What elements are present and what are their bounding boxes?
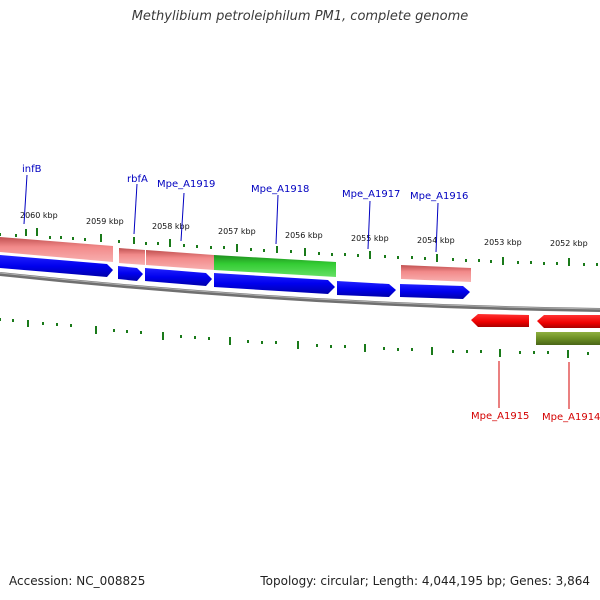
cds-arrow [337, 281, 396, 297]
tick-2053 [502, 257, 504, 265]
leader-line [435, 202, 439, 253]
scale-label: 2057 kbp [218, 227, 256, 236]
inner-scale-ticks [0, 318, 589, 358]
forward-gene-labels [23, 174, 439, 253]
cds-arrow [0, 255, 113, 277]
gene-label-Mpe_A1917: Mpe_A1917 [342, 189, 400, 200]
genome-summary-text: Topology: circular; Length: 4,044,195 bp… [260, 574, 590, 588]
scale-label: 2052 kbp [550, 239, 588, 248]
tick-2059 [100, 234, 102, 242]
tick-2054 [436, 254, 438, 262]
accession-text: Accession: NC_008825 [9, 574, 146, 588]
gene-label-Mpe_A1916: Mpe_A1916 [410, 191, 468, 202]
scale-label: 2056 kbp [285, 231, 323, 240]
scale-label: 2053 kbp [484, 238, 522, 247]
cds-arrow [400, 284, 470, 299]
gene-label-Mpe_A1915: Mpe_A1915 [471, 411, 529, 422]
leader-line [180, 192, 185, 242]
gene-infB-rna [0, 237, 113, 262]
reverse-gene-label-texts: Mpe_A1915 Mpe_A1914 [471, 411, 600, 423]
forward-cds [0, 255, 470, 299]
cds-arrow [145, 268, 212, 286]
scale-label: 2055 kbp [351, 234, 389, 243]
gene-rbfA-rna [119, 248, 145, 265]
forward-gene-label-texts: infB rbfA Mpe_A1919 Mpe_A1918 Mpe_A1917 … [22, 164, 468, 202]
scale-label: 2054 kbp [417, 236, 455, 245]
tick-2057 [236, 244, 238, 252]
genome-backbone-highlight [0, 272, 600, 310]
gene-Mpe_A1914-olive [536, 332, 600, 345]
gene-label-Mpe_A1919: Mpe_A1919 [157, 179, 215, 190]
gene-label-rbfA: rbfA [127, 174, 148, 185]
scale-label: 2059 kbp [86, 217, 124, 226]
gene-Mpe_A1914-cds [537, 315, 600, 328]
forward-features-upper [0, 237, 471, 282]
scale-label: 2058 kbp [152, 222, 190, 231]
tick-2060 [36, 228, 38, 236]
gene-Mpe_A1918-green [214, 255, 336, 277]
tick-2056 [304, 248, 306, 256]
leader-line [275, 194, 279, 245]
reverse-gene-labels [498, 361, 570, 409]
gene-label-Mpe_A1918: Mpe_A1918 [251, 184, 309, 195]
gene-Mpe_A1915-cds [471, 314, 529, 327]
leader-line [133, 183, 138, 235]
gene-Mpe_A1916-rna [401, 265, 471, 282]
tick-2052 [568, 258, 570, 266]
outer-scale-ticks [0, 228, 598, 266]
tick-2058 [169, 239, 171, 247]
gene-label-infB: infB [22, 164, 42, 175]
gene-Mpe_A1919-rna [146, 250, 214, 270]
genome-title: Methylibium petroleiphilum PM1, complete… [131, 9, 469, 24]
tick-2055 [369, 251, 371, 259]
reverse-features [471, 314, 600, 345]
scale-label: 2060 kbp [20, 211, 58, 220]
scale-labels: 2060 kbp 2059 kbp 2058 kbp 2057 kbp 2056… [20, 211, 588, 248]
leader-line [23, 174, 28, 225]
genome-backbone [0, 272, 600, 312]
cds-arrow [118, 266, 143, 281]
leader-line [367, 200, 371, 250]
cds-arrow [214, 273, 335, 294]
gene-label-Mpe_A1914: Mpe_A1914 [542, 412, 600, 423]
